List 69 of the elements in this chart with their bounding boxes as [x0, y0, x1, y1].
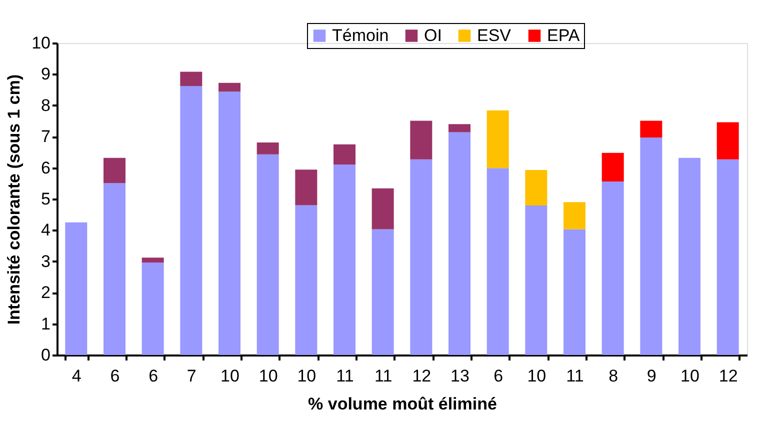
bar — [564, 202, 586, 230]
bar — [486, 168, 509, 355]
bar — [448, 132, 470, 355]
bar — [372, 229, 394, 355]
y-tick-label: 3 — [41, 252, 50, 271]
bar — [180, 72, 202, 86]
y-tick-label: 5 — [41, 190, 50, 208]
bar — [564, 229, 586, 355]
bar — [640, 120, 662, 138]
x-tick-label: 11 — [566, 366, 584, 386]
bar — [65, 222, 88, 355]
y-tick-label: 9 — [41, 64, 50, 84]
y-tick-label: 2 — [41, 283, 50, 302]
y-tick-label: 6 — [41, 158, 50, 178]
y-tick-label: 8 — [41, 96, 50, 115]
bar — [410, 159, 432, 355]
bar — [678, 158, 700, 355]
x-tick-label: 12 — [718, 366, 738, 386]
bar — [602, 152, 624, 182]
legend-label: Témoin — [332, 26, 389, 45]
bar — [104, 158, 126, 184]
bar — [295, 170, 318, 206]
bar — [602, 182, 624, 355]
bar — [334, 164, 356, 355]
y-tick-label: 7 — [41, 127, 50, 146]
x-tick-label: 10 — [527, 366, 546, 386]
bar — [372, 188, 394, 230]
bar — [716, 159, 739, 355]
x-tick-label: 4 — [72, 366, 82, 386]
bar — [256, 142, 279, 154]
x-tick-label: 10 — [220, 366, 240, 386]
x-tick-label: 6 — [494, 366, 504, 386]
x-tick-label: 10 — [258, 366, 278, 386]
bar — [525, 206, 548, 355]
x-tick-label: 11 — [336, 366, 354, 386]
bar — [180, 86, 202, 355]
bar — [410, 120, 432, 160]
bar — [142, 258, 164, 263]
legend-label: EPA — [547, 26, 580, 45]
x-tick-label: 7 — [186, 366, 196, 386]
x-tick-label: 10 — [680, 366, 700, 386]
x-tick-label: 13 — [450, 366, 470, 386]
bar — [104, 183, 126, 355]
bar — [448, 124, 470, 132]
x-tick-label: 11 — [374, 366, 392, 386]
y-tick-label: 4 — [41, 220, 50, 240]
x-tick-label: 12 — [412, 366, 432, 386]
x-tick-label: 6 — [110, 366, 120, 386]
bar — [486, 110, 509, 168]
x-axis-title: % volume moût éliminé — [308, 394, 497, 414]
bar — [716, 122, 739, 160]
bar — [218, 82, 240, 92]
bar — [640, 138, 662, 355]
bar — [334, 144, 356, 165]
legend-label: ESV — [477, 26, 512, 45]
bar — [142, 262, 164, 355]
y-tick-label: 0 — [41, 346, 50, 364]
bar — [295, 205, 318, 355]
x-tick-label: 10 — [297, 366, 316, 386]
bar — [256, 154, 279, 355]
x-tick-label: 6 — [148, 366, 158, 386]
x-tick-label: 8 — [608, 366, 618, 386]
y-tick-label: 10 — [32, 34, 50, 52]
bar — [525, 170, 548, 206]
legend-label: OI — [424, 26, 442, 45]
bar — [218, 92, 240, 355]
x-tick-label: 9 — [646, 366, 656, 386]
y-tick-label: 1 — [41, 314, 50, 334]
y-axis-title: Intensité colorante (sous 1 cm) — [4, 74, 24, 325]
